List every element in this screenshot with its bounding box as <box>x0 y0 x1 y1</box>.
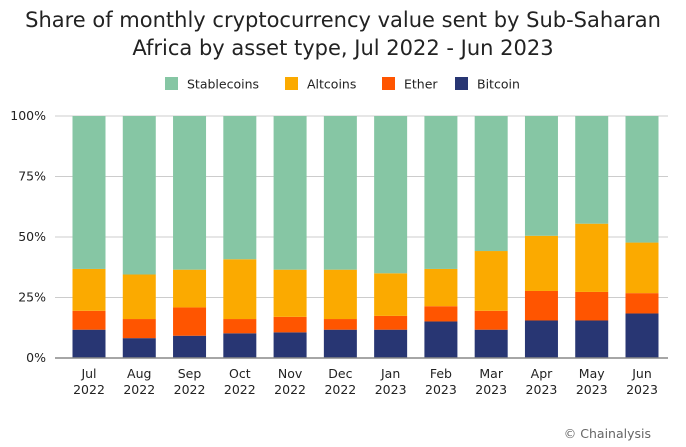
bar-altcoins <box>424 268 458 307</box>
legend-label: Stablecoins <box>187 77 259 92</box>
x-tick-label: Mar <box>479 366 503 381</box>
bar-altcoins <box>223 259 257 320</box>
x-tick-label: 2023 <box>425 382 457 397</box>
bar-altcoins <box>323 269 357 320</box>
bar-bitcoin <box>474 329 508 358</box>
x-tick-label: 2022 <box>174 382 206 397</box>
bar-altcoins <box>273 269 307 317</box>
x-tick-label: Oct <box>229 366 251 381</box>
x-tick-label: Feb <box>430 366 452 381</box>
x-tick-label: Jul <box>80 366 96 381</box>
bar-altcoins <box>474 251 508 311</box>
bar-bitcoin <box>273 332 307 358</box>
legend-swatch <box>382 77 395 90</box>
legend-label: Altcoins <box>307 77 356 92</box>
x-tick-label: 2023 <box>526 382 558 397</box>
x-tick-label: 2023 <box>626 382 658 397</box>
x-tick-label: 2022 <box>123 382 155 397</box>
bar-altcoins <box>72 268 106 311</box>
legend-label: Bitcoin <box>477 77 520 92</box>
x-tick-label: Aug <box>127 366 151 381</box>
bar-bitcoin <box>122 338 156 358</box>
bar-ether <box>173 307 207 336</box>
bar-bitcoin <box>424 321 458 358</box>
bar-stablecoins <box>122 116 156 275</box>
bar-ether <box>474 310 508 330</box>
legend-swatch <box>165 77 178 90</box>
bar-bitcoin <box>72 329 106 358</box>
legend-swatch <box>455 77 468 90</box>
x-tick-label: 2023 <box>475 382 507 397</box>
bar-stablecoins <box>474 116 508 252</box>
bar-ether <box>273 316 307 333</box>
x-tick-label: May <box>579 366 605 381</box>
bar-stablecoins <box>173 116 207 270</box>
bar-stablecoins <box>72 116 106 269</box>
legend-swatch <box>285 77 298 90</box>
bar-ether <box>122 319 156 339</box>
x-tick-label: Jan <box>380 366 400 381</box>
bar-bitcoin <box>173 335 207 358</box>
bar-ether <box>323 319 357 330</box>
y-tick-label: 25% <box>18 290 46 305</box>
legend-label: Ether <box>404 77 438 92</box>
bar-altcoins <box>524 235 558 291</box>
bar-stablecoins <box>625 116 659 243</box>
x-tick-label: 2023 <box>576 382 608 397</box>
bar-stablecoins <box>524 116 558 236</box>
bar-ether <box>223 319 257 334</box>
bar-ether <box>524 290 558 321</box>
y-tick-label: 100% <box>10 108 46 123</box>
x-tick-label: Dec <box>328 366 352 381</box>
x-tick-label: 2023 <box>375 382 407 397</box>
bar-altcoins <box>575 223 609 292</box>
bar-ether <box>625 293 659 314</box>
y-tick-label: 50% <box>18 229 46 244</box>
bar-altcoins <box>374 273 408 316</box>
bar-ether <box>424 306 458 322</box>
bar-ether <box>374 315 408 330</box>
bar-bitcoin <box>323 329 357 358</box>
bar-altcoins <box>625 242 659 294</box>
source-label: © Chainalysis <box>564 426 651 441</box>
x-tick-label: 2022 <box>274 382 306 397</box>
bar-stablecoins <box>223 116 257 260</box>
x-tick-label: 2022 <box>73 382 105 397</box>
bar-stablecoins <box>273 116 307 270</box>
x-tick-label: 2022 <box>324 382 356 397</box>
bar-altcoins <box>122 274 156 320</box>
bar-ether <box>72 310 106 330</box>
bar-altcoins <box>173 269 207 308</box>
bar-stablecoins <box>323 116 357 270</box>
chart-title: Share of monthly cryptocurrency value se… <box>25 8 661 60</box>
bar-ether <box>575 291 609 321</box>
x-tick-label: Nov <box>278 366 303 381</box>
bar-stablecoins <box>424 116 458 269</box>
bar-bitcoin <box>625 313 659 358</box>
y-tick-label: 0% <box>26 350 46 365</box>
bar-stablecoins <box>374 116 408 274</box>
bar-bitcoin <box>374 329 408 358</box>
bar-bitcoin <box>575 320 609 358</box>
y-tick-label: 75% <box>18 169 46 184</box>
x-tick-label: Sep <box>178 366 202 381</box>
x-tick-label: Apr <box>531 366 553 381</box>
x-tick-label: 2022 <box>224 382 256 397</box>
bar-stablecoins <box>575 116 609 224</box>
x-tick-label: Jun <box>631 366 652 381</box>
bar-bitcoin <box>223 333 257 358</box>
bar-bitcoin <box>524 320 558 358</box>
